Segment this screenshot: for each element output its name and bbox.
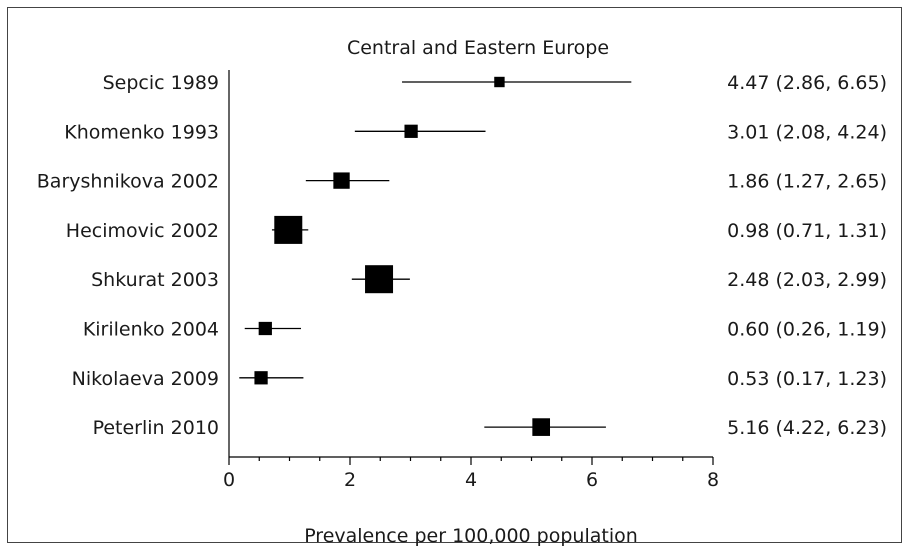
x-axis-ticks: 0 2 4 6 8 — [223, 457, 719, 491]
study-label: Kirilenko 2004 — [83, 319, 219, 341]
x-tick-label: 6 — [586, 469, 598, 491]
study-label: Shkurat 2003 — [91, 269, 219, 291]
estimate-marker — [494, 76, 505, 88]
estimate-marker — [333, 172, 350, 189]
ci-text: 0.60 (0.26, 1.19) — [727, 319, 887, 341]
x-tick-label: 2 — [344, 469, 356, 491]
x-tick-label: 4 — [465, 469, 477, 491]
estimate-marker — [254, 371, 268, 385]
study-label: Sepcic 1989 — [103, 72, 219, 94]
ci-text: 1.86 (1.27, 2.65) — [727, 171, 887, 193]
estimate-marker — [258, 321, 272, 336]
study-label: Baryshnikova 2002 — [37, 171, 219, 193]
study-label: Peterlin 2010 — [93, 417, 219, 439]
ci-text: 0.53 (0.17, 1.23) — [727, 368, 887, 390]
ci-text: 5.16 (4.22, 6.23) — [727, 417, 887, 439]
ci-text: 2.48 (2.03, 2.99) — [727, 269, 887, 291]
estimate-marker — [532, 418, 551, 436]
x-tick-label: 0 — [223, 469, 235, 491]
x-tick-label: 8 — [707, 469, 719, 491]
study-rows: Sepcic 1989 4.47 (2.86, 6.65) Khomenko 199… — [37, 72, 887, 439]
ci-text: 0.98 (0.71, 1.31) — [727, 220, 887, 242]
study-label: Nikolaeva 2009 — [72, 368, 219, 390]
estimate-marker — [404, 124, 418, 138]
estimate-marker — [365, 265, 394, 294]
ci-text: 3.01 (2.08, 4.24) — [727, 121, 887, 143]
study-label: Khomenko 1993 — [64, 121, 219, 143]
study-label: Hecimovic 2002 — [66, 220, 219, 242]
ci-text: 4.47 (2.86, 6.65) — [727, 72, 887, 94]
x-axis-label: Prevalence per 100,000 population — [304, 525, 638, 547]
estimate-marker — [274, 215, 303, 244]
chart-title: Central and Eastern Europe — [347, 37, 609, 59]
chart-frame — [7, 7, 902, 543]
